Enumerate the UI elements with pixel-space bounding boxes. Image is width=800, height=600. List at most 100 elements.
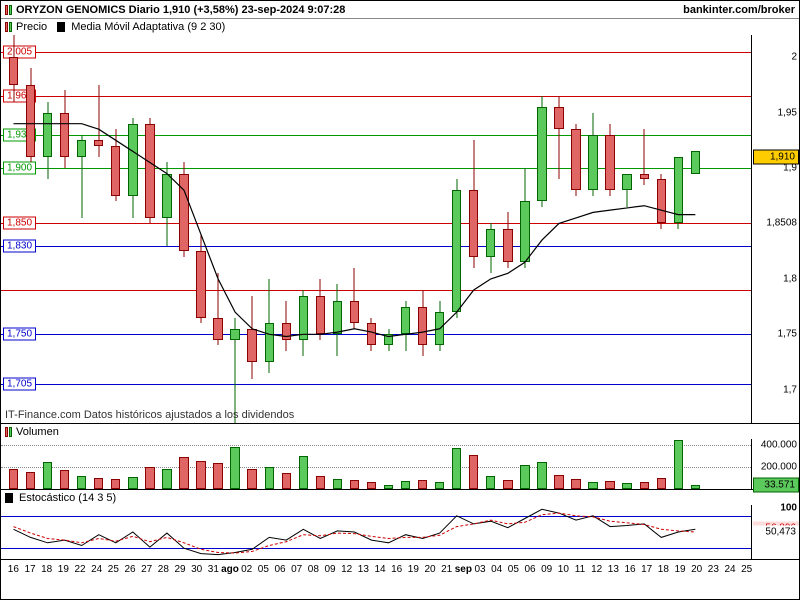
volume-bar[interactable] (622, 483, 631, 489)
x-tick: 22 (74, 564, 85, 575)
x-tick: 20 (424, 564, 435, 575)
volume-current-label: 33.571 (753, 478, 799, 493)
volume-bar[interactable] (145, 467, 154, 489)
x-tick: 14 (374, 564, 385, 575)
stoch-y-axis: 10056,89650,473 (751, 505, 799, 559)
price-icon (5, 22, 12, 32)
volume-panel[interactable]: 400.000200.00033.571 (1, 439, 799, 489)
volume-bar[interactable] (486, 476, 495, 489)
x-tick: 21 (441, 564, 452, 575)
volume-bar[interactable] (401, 481, 410, 489)
x-tick: 04 (491, 564, 502, 575)
ma-swatch (57, 22, 65, 32)
x-tick: 25 (108, 564, 119, 575)
volume-bar[interactable] (26, 472, 35, 489)
volume-icon (5, 427, 12, 437)
volume-bar[interactable] (588, 482, 597, 489)
volume-bar[interactable] (265, 467, 274, 489)
x-tick: 23 (708, 564, 719, 575)
stoch-plot[interactable] (1, 505, 751, 559)
estocastico-label: Estocástico (14 3 5) (19, 492, 116, 504)
price-panel[interactable]: 2,0051,9651,9301,9001,8501,8301,7501,705… (1, 35, 799, 423)
volume-bar[interactable] (640, 482, 649, 489)
price-y-axis: 21,951,91,85081,81,751,71,910 (751, 35, 799, 423)
volume-bar[interactable] (418, 480, 427, 489)
volume-bar[interactable] (299, 456, 308, 489)
x-tick: 05 (508, 564, 519, 575)
chart-container: ORYZON GENOMICS Diario 1,910 (+3,58%) 23… (0, 0, 800, 600)
volume-bar[interactable] (77, 476, 86, 489)
volume-bar[interactable] (367, 482, 376, 489)
candle-icon (5, 5, 12, 15)
volume-bar[interactable] (452, 448, 461, 489)
precio-label: Precio (16, 21, 47, 33)
x-tick: 10 (558, 564, 569, 575)
chart-header: ORYZON GENOMICS Diario 1,910 (+3,58%) 23… (1, 1, 799, 19)
x-tick: 12 (591, 564, 602, 575)
volume-bar[interactable] (554, 475, 563, 489)
volume-bar[interactable] (316, 476, 325, 489)
volume-bar[interactable] (571, 479, 580, 489)
volume-gridline (1, 467, 751, 468)
x-tick: 20 (691, 564, 702, 575)
volume-bar[interactable] (9, 469, 18, 489)
volume-bar[interactable] (605, 481, 614, 489)
x-tick: 09 (324, 564, 335, 575)
volume-bar[interactable] (162, 469, 171, 489)
x-axis: 16171819222425262728293031ago02050607080… (1, 559, 799, 577)
price-y-tick: 1,7 (783, 384, 797, 395)
volume-bar[interactable] (384, 485, 393, 489)
volume-bar[interactable] (196, 461, 205, 489)
volume-bar[interactable] (247, 469, 256, 489)
volume-bar[interactable] (213, 463, 222, 489)
volume-bar[interactable] (111, 479, 120, 489)
x-tick: 24 (724, 564, 735, 575)
x-tick: ago (221, 564, 239, 575)
volume-legend: Volumen (1, 423, 799, 439)
stoch-panel[interactable]: 10056,89650,473 (1, 505, 799, 559)
volume-bar[interactable] (94, 478, 103, 489)
x-tick: 19 (58, 564, 69, 575)
volume-bar[interactable] (537, 462, 546, 489)
volume-bar[interactable] (350, 480, 359, 489)
volume-bar[interactable] (282, 473, 291, 489)
x-tick: 29 (174, 564, 185, 575)
volume-bar[interactable] (657, 478, 666, 489)
volume-bar[interactable] (435, 482, 444, 489)
volume-bar[interactable] (230, 447, 239, 489)
volumen-label: Volumen (16, 426, 59, 438)
x-tick: 30 (191, 564, 202, 575)
x-tick: 16 (8, 564, 19, 575)
volume-bar[interactable] (503, 480, 512, 489)
stoch-swatch (5, 493, 13, 503)
price-y-tick: 2 (791, 52, 797, 63)
chart-title: ORYZON GENOMICS Diario 1,910 (+3,58%) 23… (16, 4, 345, 16)
volume-plot[interactable] (1, 439, 751, 489)
ma-line (1, 35, 751, 423)
price-y-tick: 1,8508 (766, 217, 797, 228)
x-tick: 27 (141, 564, 152, 575)
volume-bar[interactable] (60, 470, 69, 489)
price-plot[interactable]: 2,0051,9651,9301,9001,8501,8301,7501,705 (1, 35, 751, 423)
x-tick: 24 (91, 564, 102, 575)
broker-link: bankinter.com/broker (683, 4, 795, 16)
volume-bar[interactable] (43, 462, 52, 489)
x-tick: 17 (24, 564, 35, 575)
volume-bar[interactable] (179, 457, 188, 489)
volume-bar[interactable] (128, 477, 137, 489)
volume-bar[interactable] (333, 479, 342, 489)
volume-bar[interactable] (520, 465, 529, 489)
mma-label: Media Móvil Adaptativa (9 2 30) (71, 21, 225, 33)
x-tick: 28 (158, 564, 169, 575)
x-tick: 11 (575, 564, 585, 575)
x-tick: 07 (291, 564, 302, 575)
volume-bar[interactable] (469, 455, 478, 489)
price-legend: Precio Media Móvil Adaptativa (9 2 30) (1, 19, 799, 35)
x-tick: 18 (41, 564, 52, 575)
volume-bar[interactable] (674, 440, 683, 489)
stoch-lines (1, 505, 751, 559)
x-tick: 16 (391, 564, 402, 575)
volume-bar[interactable] (691, 485, 700, 489)
volume-y-tick: 400.000 (761, 439, 797, 450)
x-tick: 13 (608, 564, 619, 575)
